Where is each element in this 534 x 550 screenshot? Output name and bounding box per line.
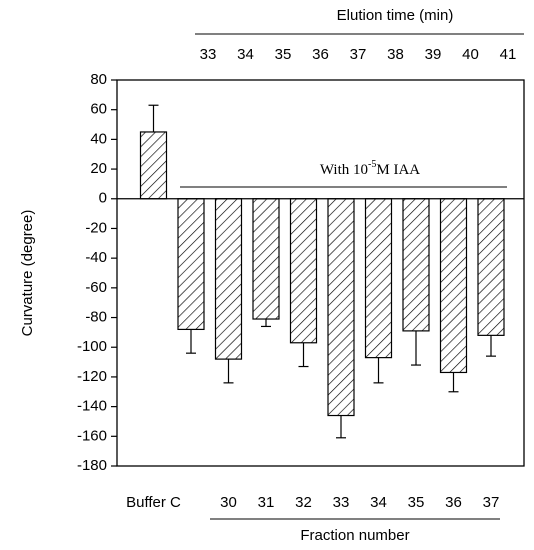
x-tick-label: 30: [220, 494, 237, 511]
x-tick-label: 33: [333, 494, 350, 511]
y-tick-label: -100: [77, 338, 107, 355]
bar: [139, 131, 168, 200]
bar: [289, 198, 318, 344]
annotation: With 10-5M IAA: [320, 159, 420, 178]
annotation-text: M IAA: [376, 162, 420, 178]
annotation-text: With 10: [320, 162, 368, 178]
top-tick-label: 33: [200, 46, 217, 63]
y-tick-label: 0: [99, 190, 107, 207]
bar: [439, 198, 468, 374]
y-tick-label: -80: [85, 309, 107, 326]
y-tick-label: 80: [90, 71, 107, 88]
y-tick-label: -160: [77, 427, 107, 444]
top-tick-label: 41: [500, 46, 517, 63]
y-tick-label: -120: [77, 368, 107, 385]
top-tick-label: 39: [425, 46, 442, 63]
top-tick-label: 37: [350, 46, 367, 63]
y-tick-label: 60: [90, 101, 107, 118]
x-tick-label: 31: [258, 494, 275, 511]
top-tick-label: 35: [275, 46, 292, 63]
bar: [214, 198, 243, 360]
bar: [252, 198, 280, 320]
x-tick-label: 35: [408, 494, 425, 511]
top-tick-label: 34: [237, 46, 254, 63]
x-tick-label: Buffer C: [126, 494, 181, 511]
y-tick-label: -20: [85, 219, 107, 236]
y-tick-label: 20: [90, 160, 107, 177]
annotation-superscript: -5: [368, 159, 376, 170]
top-tick-label: 40: [462, 46, 479, 63]
y-tick-label: -140: [77, 398, 107, 415]
plot-frame: [116, 79, 525, 467]
x-tick-label: 37: [483, 494, 500, 511]
x-tick-label: 36: [445, 494, 462, 511]
x-tick-label: 32: [295, 494, 312, 511]
bar: [402, 198, 430, 332]
y-tick-label: 40: [90, 130, 107, 147]
x-axis-title: Fraction number: [300, 527, 409, 544]
y-axis-title: Curvature (degree): [19, 210, 36, 337]
x-tick-label: 34: [370, 494, 387, 511]
bar: [327, 198, 355, 417]
top-tick-label: 38: [387, 46, 404, 63]
y-tick-label: -180: [77, 457, 107, 474]
top-axis-title: Elution time (min): [337, 7, 454, 24]
bar: [177, 198, 205, 331]
bar: [477, 198, 505, 336]
y-tick-label: -60: [85, 279, 107, 296]
bar: [364, 198, 393, 359]
top-tick-label: 36: [312, 46, 329, 63]
y-tick-label: -40: [85, 249, 107, 266]
